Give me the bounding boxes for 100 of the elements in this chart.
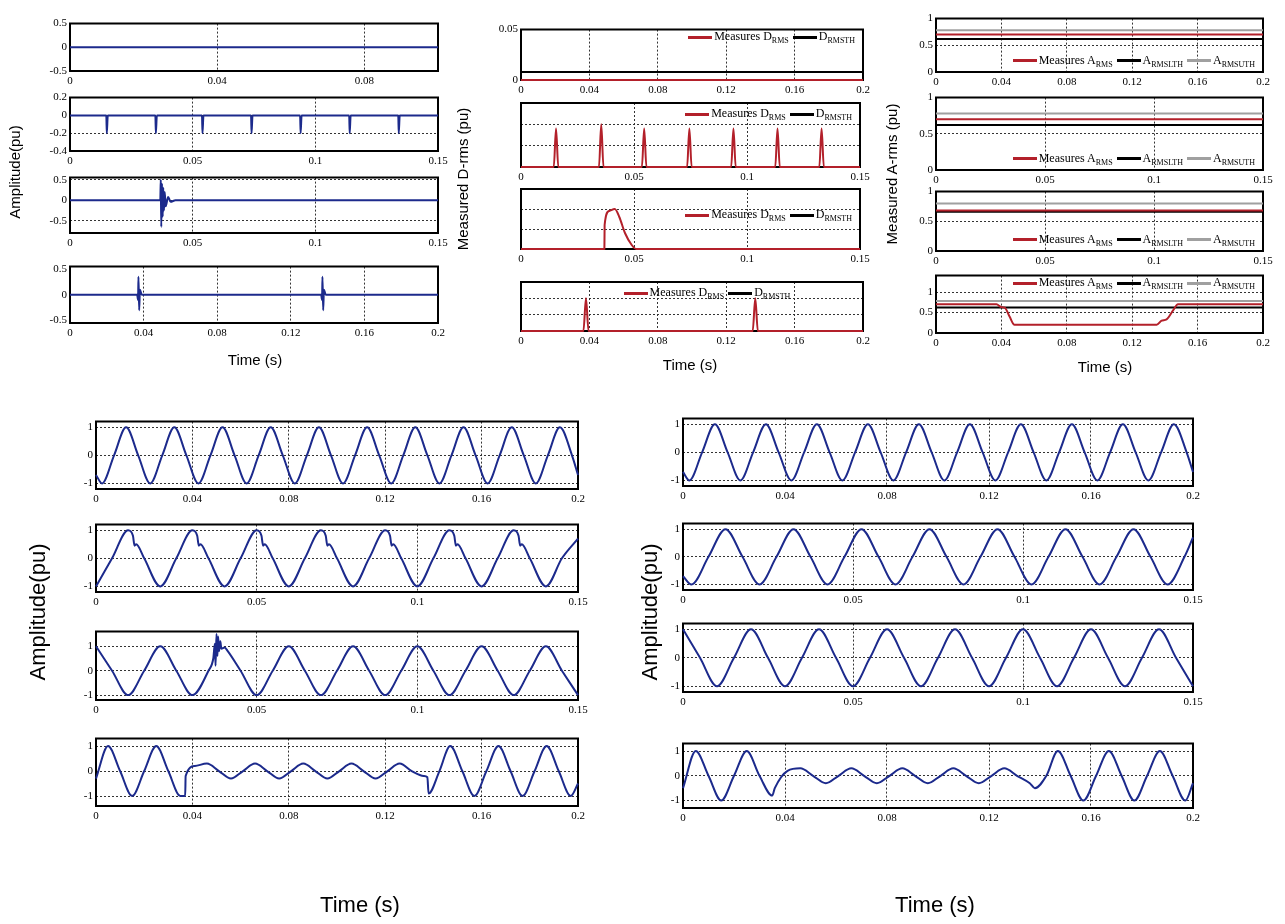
x-tick-label: 0.08 <box>877 489 898 502</box>
x-tick-label: 0.04 <box>775 489 796 502</box>
x-tick-label: 0.08 <box>1057 75 1077 88</box>
x-tick-label: 0.04 <box>207 74 228 87</box>
y-tick-label: -1 <box>83 579 93 592</box>
x-tick-label: 0.16 <box>1081 489 1102 502</box>
x-tick-label: 0.2 <box>856 334 870 347</box>
y-axis-title: Amplitude(pu) <box>637 542 663 683</box>
x-tick-label: 0.2 <box>1186 489 1200 502</box>
x-tick-label: 0.16 <box>1187 336 1208 349</box>
y-tick-label: -1 <box>83 476 93 489</box>
line-series <box>682 528 1194 586</box>
x-tick-label: 0.15 <box>568 703 589 716</box>
x-tick-label: 0.2 <box>1186 811 1200 824</box>
x-tick-label: 0.2 <box>1256 336 1270 349</box>
x-tick-label: 0.16 <box>1187 75 1208 88</box>
y-tick-label: 1 <box>674 622 680 635</box>
y-tick-label: -1 <box>670 679 680 692</box>
y-tick-label: 0 <box>61 193 68 206</box>
x-tick-label: 0.04 <box>133 326 154 339</box>
y-tick-label: -1 <box>670 793 680 806</box>
x-tick-label: 0.12 <box>375 809 395 822</box>
y-tick-label: 0 <box>87 763 94 776</box>
x-tick-label: 0.08 <box>877 811 898 824</box>
legend-label: Measures A$_{RMS}$ <box>1038 52 1113 69</box>
x-tick-label: 0.12 <box>979 811 999 824</box>
x-tick-label: 0.04 <box>182 809 203 822</box>
x-tick-label: 0.08 <box>648 334 668 347</box>
y-tick-label: 0 <box>87 448 94 461</box>
legend-label: A$_{RMSLTH}$ <box>1142 150 1183 167</box>
legend-label: A$_{RMSLTH}$ <box>1142 231 1183 248</box>
x-tick-label: 0.2 <box>856 83 870 96</box>
x-tick-label: 0.12 <box>716 334 736 347</box>
y-tick-label: 1 <box>674 522 680 535</box>
x-tick-label: 0.08 <box>207 326 228 339</box>
legend-label: Measures D$_{RMS}$ <box>649 285 725 302</box>
x-tick-label: 0.16 <box>354 326 375 339</box>
x-tick-label: 0.2 <box>571 809 585 822</box>
x-tick-label: 0.05 <box>247 703 267 716</box>
x-tick-label: 0.16 <box>784 83 805 96</box>
legend-label: Measures A$_{RMS}$ <box>1038 231 1113 248</box>
line-series <box>935 303 1264 326</box>
x-tick-label: 0.04 <box>991 336 1012 349</box>
y-tick-label: 1 <box>927 184 933 197</box>
x-tick-label: 0.04 <box>775 811 796 824</box>
line-series <box>682 423 1194 482</box>
x-tick-label: 0.1 <box>308 236 323 249</box>
x-axis-title: Time (s) <box>895 892 975 918</box>
line-series <box>95 529 579 588</box>
line-series <box>95 745 579 798</box>
y-tick-label: -0.5 <box>49 63 68 76</box>
x-tick-label: 0.05 <box>624 252 645 265</box>
y-tick-label: 0 <box>61 287 68 300</box>
x-tick-label: 0.05 <box>624 170 645 183</box>
legend-label: D$_{RMSTH}$ <box>815 207 852 224</box>
x-tick-label: 0.04 <box>182 492 203 505</box>
x-tick-label: 0.1 <box>1016 593 1030 606</box>
x-tick-label: 0.15 <box>428 236 449 249</box>
y-tick-label: 0.5 <box>919 305 934 318</box>
y-tick-label: 1 <box>87 420 93 433</box>
x-tick-label: 0.16 <box>471 809 492 822</box>
y-tick-label: 0 <box>674 549 681 562</box>
legend-label: A$_{RMSLTH}$ <box>1142 52 1183 69</box>
x-tick-label: 0.1 <box>308 154 323 167</box>
y-tick-label: 1 <box>87 523 93 536</box>
legend-label: A$_{RMSLTH}$ <box>1142 275 1183 292</box>
y-tick-label: 1 <box>927 284 933 297</box>
x-tick-label: 0.05 <box>1035 254 1056 267</box>
x-tick-label: 0.08 <box>1057 336 1077 349</box>
y-tick-label: 1 <box>674 417 680 430</box>
y-tick-label: 0 <box>87 663 94 676</box>
y-tick-label: -0.5 <box>49 213 68 226</box>
x-tick-label: 0.1 <box>1147 173 1161 186</box>
x-tick-label: 0.1 <box>740 170 754 183</box>
x-tick-label: 0.08 <box>354 74 375 87</box>
x-tick-label: 0.12 <box>716 83 736 96</box>
x-tick-label: 0.16 <box>1081 811 1102 824</box>
x-axis-title: Time (s) <box>320 892 400 918</box>
y-tick-label: 0 <box>927 162 934 175</box>
legend-label: D$_{RMSTH}$ <box>815 106 852 123</box>
y-tick-label: 0 <box>674 768 681 781</box>
legend-label: A$_{RMSUTH}$ <box>1212 275 1255 292</box>
y-tick-label: -1 <box>83 688 93 700</box>
y-tick-label: -0.2 <box>49 126 67 139</box>
legend-label: D$_{RMSTH}$ <box>754 285 791 302</box>
legend-label: Measures D$_{RMS}$ <box>711 207 786 224</box>
x-tick-label: 0.12 <box>979 489 999 502</box>
x-tick-label: 0.05 <box>843 695 864 708</box>
x-tick-label: 0.16 <box>471 492 492 505</box>
x-tick-label: 0.05 <box>1035 173 1056 186</box>
x-tick-label: 0.15 <box>1253 173 1274 186</box>
legend-label: Measures A$_{RMS}$ <box>1038 150 1113 167</box>
line-series <box>69 275 439 312</box>
y-tick-label: 1 <box>674 743 680 756</box>
y-tick-label: 0.5 <box>919 126 934 139</box>
x-axis-title: Time (s) <box>227 351 283 369</box>
y-tick-label: 0 <box>927 64 934 77</box>
y-axis-title: Measured A-rms (pu) <box>883 102 901 247</box>
x-tick-label: 0.05 <box>183 154 203 167</box>
x-tick-label: 0.1 <box>740 252 754 265</box>
